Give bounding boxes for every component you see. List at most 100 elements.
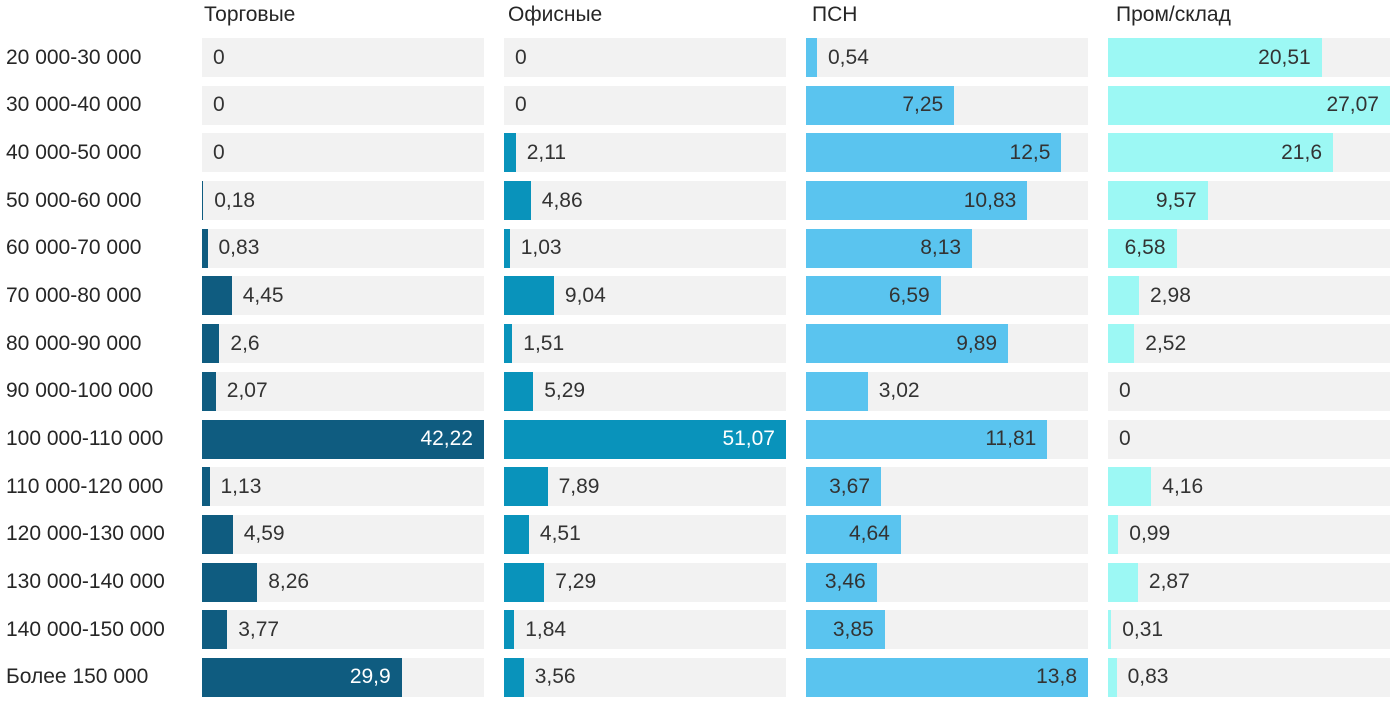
- bar: [1108, 38, 1322, 77]
- bar: [1108, 133, 1333, 173]
- bar: [202, 181, 204, 221]
- bar-track: 7,29: [504, 562, 786, 602]
- value-label: 3,02: [878, 379, 920, 403]
- bar: [504, 276, 554, 316]
- bar: [806, 514, 901, 554]
- chart-row: 90 000-100 000 2,07 5,29 3,02 0: [6, 371, 1390, 411]
- chart-row: 70 000-80 000 4,45 9,04 6,59 2,98: [6, 276, 1390, 316]
- chart-row: 50 000-60 000 0,18 4,86 10,83 9,57: [6, 181, 1390, 221]
- bar: [1108, 610, 1112, 650]
- bar-track: 29,9: [202, 657, 484, 697]
- bar-track: 1,84: [504, 610, 786, 650]
- bar-track: 21,6: [1108, 133, 1390, 173]
- chart-row: 30 000-40 000 0 0 7,25 27,07: [6, 85, 1390, 125]
- value-label: 9,89: [956, 331, 998, 355]
- chart-row: 80 000-90 000 2,6 1,51 9,89 2,52: [6, 324, 1390, 364]
- value-label: 9,04: [564, 283, 606, 307]
- category-label: 30 000-40 000: [6, 93, 142, 117]
- value-label: 0: [515, 93, 527, 117]
- bar-track: 0: [504, 85, 786, 125]
- series-header-ofisnye: Офисные: [508, 3, 603, 26]
- bar: [806, 228, 973, 268]
- value-label: 27,07: [1326, 93, 1379, 117]
- value-label: 12,5: [1009, 140, 1051, 164]
- bar-track: 2,11: [504, 133, 786, 173]
- bar: [504, 133, 516, 173]
- chart-rows: 20 000-30 000 0 0 0,54 20,51 30 000-40 000 0 0 7…: [6, 38, 1390, 697]
- value-label: 0: [213, 93, 225, 117]
- value-label: 8,13: [920, 236, 962, 260]
- value-label: 4,64: [848, 522, 890, 546]
- header-spacer: [6, 3, 202, 27]
- bar: [806, 38, 817, 77]
- bar-track: 51,07: [504, 419, 786, 459]
- bar: [504, 467, 548, 507]
- bar: [202, 324, 220, 364]
- bar-track: 1,51: [504, 324, 786, 364]
- bar-track: 27,07: [1108, 85, 1390, 125]
- bar-track: 4,45: [202, 276, 484, 316]
- value-label: 7,29: [555, 570, 597, 594]
- bar: [202, 276, 232, 316]
- category-label: 40 000-50 000: [6, 140, 142, 164]
- value-label: 0: [515, 45, 527, 69]
- bar: [504, 324, 513, 364]
- chart-row: 130 000-140 000 8,26 7,29 3,46 2,87: [6, 562, 1390, 602]
- value-label: 0: [213, 45, 225, 69]
- chart-row: 140 000-150 000 3,77 1,84 3,85 0,31: [6, 610, 1390, 650]
- value-label: 1,51: [523, 331, 565, 355]
- value-label: 3,56: [534, 665, 576, 689]
- value-label: 6,59: [888, 283, 930, 307]
- bar: [806, 562, 877, 602]
- bar-track: 9,57: [1108, 181, 1390, 221]
- bar-track: 0: [202, 38, 484, 77]
- bar-track: 0,54: [806, 38, 1088, 77]
- value-label: 3,77: [238, 617, 280, 641]
- bar-track: 4,51: [504, 514, 786, 554]
- bar-track: 3,46: [806, 562, 1088, 602]
- bar-track: 4,64: [806, 514, 1088, 554]
- bar-track: 9,04: [504, 276, 786, 316]
- bar: [1108, 276, 1139, 316]
- bar-track: 0,83: [1108, 657, 1390, 697]
- bar: [504, 610, 515, 650]
- value-label: 0,83: [1127, 665, 1169, 689]
- bar-track: 5,29: [504, 371, 786, 411]
- chart-row: 100 000-110 000 42,22 51,07 11,81 0: [6, 419, 1390, 459]
- bar-track: 6,58: [1108, 228, 1390, 268]
- bar: [1108, 467, 1152, 507]
- bar-track: 4,86: [504, 181, 786, 221]
- bar-track: 4,59: [202, 514, 484, 554]
- value-label: 2,11: [526, 140, 567, 164]
- value-label: 0,18: [214, 188, 256, 212]
- bar-track: 8,13: [806, 228, 1088, 268]
- bar: [806, 610, 885, 650]
- value-label: 0,99: [1129, 522, 1171, 546]
- value-label: 2,87: [1148, 570, 1190, 594]
- value-label: 1,13: [220, 474, 262, 498]
- series-header-psn: ПСН: [812, 3, 858, 26]
- bar: [504, 657, 524, 697]
- bar: [202, 514, 233, 554]
- value-label: 0: [1119, 379, 1131, 403]
- bar-track: 3,85: [806, 610, 1088, 650]
- value-label: 2,6: [230, 331, 260, 355]
- bar-track: 6,59: [806, 276, 1088, 316]
- bar-track: 7,89: [504, 467, 786, 507]
- chart-row: 20 000-30 000 0 0 0,54 20,51: [6, 38, 1390, 77]
- bar: [202, 467, 210, 507]
- bar-track: 12,5: [806, 133, 1088, 173]
- chart-row: 120 000-130 000 4,59 4,51 4,64 0,99: [6, 514, 1390, 554]
- bar: [806, 133, 1062, 173]
- value-label: 42,22: [420, 427, 473, 450]
- value-label: 4,51: [539, 522, 581, 546]
- bar: [202, 562, 258, 602]
- bar: [202, 419, 484, 459]
- bar-track: 10,83: [806, 181, 1088, 221]
- value-label: 0,54: [828, 45, 869, 69]
- value-label: 0,83: [218, 236, 260, 260]
- bar-track: 0: [1108, 371, 1390, 411]
- value-label: 1,84: [525, 617, 567, 641]
- value-label: 0,31: [1122, 617, 1164, 641]
